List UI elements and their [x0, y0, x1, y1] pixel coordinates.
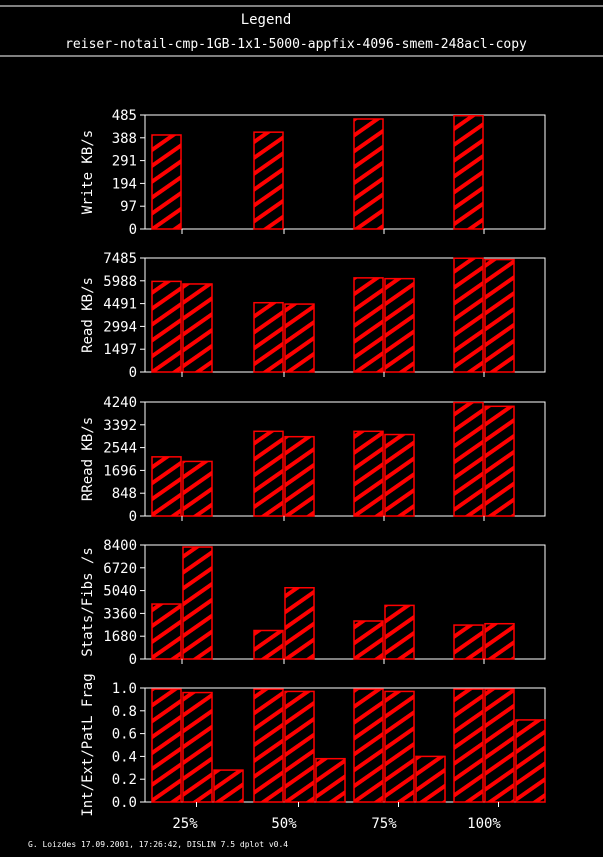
bar [453, 624, 484, 660]
bar [151, 603, 182, 660]
legend-frame [0, 5, 603, 57]
x-tick-label: 75% [371, 816, 397, 832]
y-axis-label: RRead KB/s [80, 417, 96, 501]
x-tick-label: 25% [172, 816, 198, 832]
y-tick-label: 0.8 [112, 704, 137, 720]
chart-panels: 0 97 194 291 388 485 Write KB/s 0 1497 2994 4491 59… [80, 108, 546, 832]
bar [182, 460, 213, 517]
bar [182, 283, 213, 373]
bar [384, 604, 415, 660]
y-tick-label: 97 [120, 199, 137, 215]
bar [353, 277, 384, 373]
bar [484, 622, 515, 660]
y-tick-label: 7485 [103, 251, 137, 267]
bar [384, 433, 415, 517]
bar [182, 546, 213, 660]
y-tick-label: 291 [112, 154, 137, 170]
bar [253, 430, 284, 517]
bar [515, 719, 546, 803]
y-axis-label: Write KB/s [80, 130, 96, 214]
bar [151, 688, 182, 803]
y-tick-label: 1497 [103, 342, 137, 358]
y-tick-label: 194 [112, 176, 137, 192]
y-axis-label: Read KB/s [80, 277, 96, 353]
y-tick-label: 1.0 [112, 681, 137, 697]
bar [453, 688, 484, 803]
bar [484, 258, 515, 373]
legend-title: Legend [241, 12, 292, 28]
y-tick-label: 6720 [103, 561, 137, 577]
bar [213, 769, 244, 803]
bar [151, 134, 182, 230]
y-axis-label: Stats/Fibs /s [80, 547, 96, 657]
plot-frame [144, 544, 546, 660]
y-tick-label: 2544 [103, 441, 137, 457]
y-tick-label: 5040 [103, 584, 137, 600]
y-tick-label: 0.4 [112, 749, 137, 765]
bar [284, 435, 315, 517]
y-tick-label: 0 [129, 365, 137, 381]
y-tick-label: 0 [129, 652, 137, 668]
bar [151, 280, 182, 373]
bar [253, 629, 284, 660]
bar [284, 587, 315, 660]
y-tick-label: 0 [129, 509, 137, 525]
legend: Legend reiser-notail-cmp-1GB-1x1-5000-ap… [0, 5, 603, 57]
bar [315, 757, 346, 803]
bar [353, 118, 384, 230]
chart-panel-2: 0 1497 2994 4491 5988 7485 Read KB/s [80, 251, 546, 381]
bar [151, 456, 182, 517]
bar [484, 405, 515, 517]
bar [384, 277, 415, 373]
bar [284, 303, 315, 373]
chart-panel-3: 0 848 1696 2544 3392 4240 RRead KB/s [80, 395, 546, 525]
y-tick-label: 8400 [103, 538, 137, 554]
y-tick-label: 0 [129, 222, 137, 238]
bar [453, 114, 484, 230]
bar [284, 690, 315, 803]
y-tick-label: 1680 [103, 629, 137, 645]
bar [453, 401, 484, 517]
x-tick-label: 100% [467, 816, 501, 832]
y-tick-label: 0.0 [112, 795, 137, 811]
y-tick-label: 485 [112, 108, 137, 124]
chart-panel-5: 0.0 0.2 0.4 0.6 0.8 1.0 Int/Ext/PatL Frag 25% 50… [80, 673, 546, 832]
bar [415, 755, 446, 803]
bar [353, 430, 384, 517]
bar [484, 688, 515, 803]
bar [253, 688, 284, 803]
bar [182, 691, 213, 803]
plot-frame [144, 401, 546, 517]
plot-frame [144, 257, 546, 373]
bar [453, 257, 484, 373]
y-tick-label: 3392 [103, 418, 137, 434]
y-tick-label: 388 [112, 131, 137, 147]
bar [353, 620, 384, 660]
y-tick-label: 3360 [103, 606, 137, 622]
y-tick-label: 5988 [103, 274, 137, 290]
plot-frame [144, 114, 546, 230]
bar [253, 301, 284, 373]
y-tick-label: 0.6 [112, 727, 137, 743]
chart-panel-1: 0 97 194 291 388 485 Write KB/s [80, 108, 546, 238]
x-tick-label: 50% [271, 816, 297, 832]
bar [353, 688, 384, 803]
legend-entry: reiser-notail-cmp-1GB-1x1-5000-appfix-40… [65, 37, 527, 52]
bar [384, 690, 415, 803]
y-tick-label: 2994 [103, 319, 137, 335]
bar [253, 131, 284, 230]
y-axis-label: Int/Ext/PatL Frag [80, 673, 96, 816]
y-tick-label: 4491 [103, 297, 137, 313]
y-tick-label: 4240 [103, 395, 137, 411]
y-tick-label: 848 [112, 486, 137, 502]
footer-credit: G. Loizdes 17.09.2001, 17:26:42, DISLIN … [28, 840, 288, 849]
y-tick-label: 0.2 [112, 772, 137, 788]
y-tick-label: 1696 [103, 463, 137, 479]
chart-panel-4: 0 1680 3360 5040 6720 8400 Stats/Fibs /s [80, 538, 546, 668]
